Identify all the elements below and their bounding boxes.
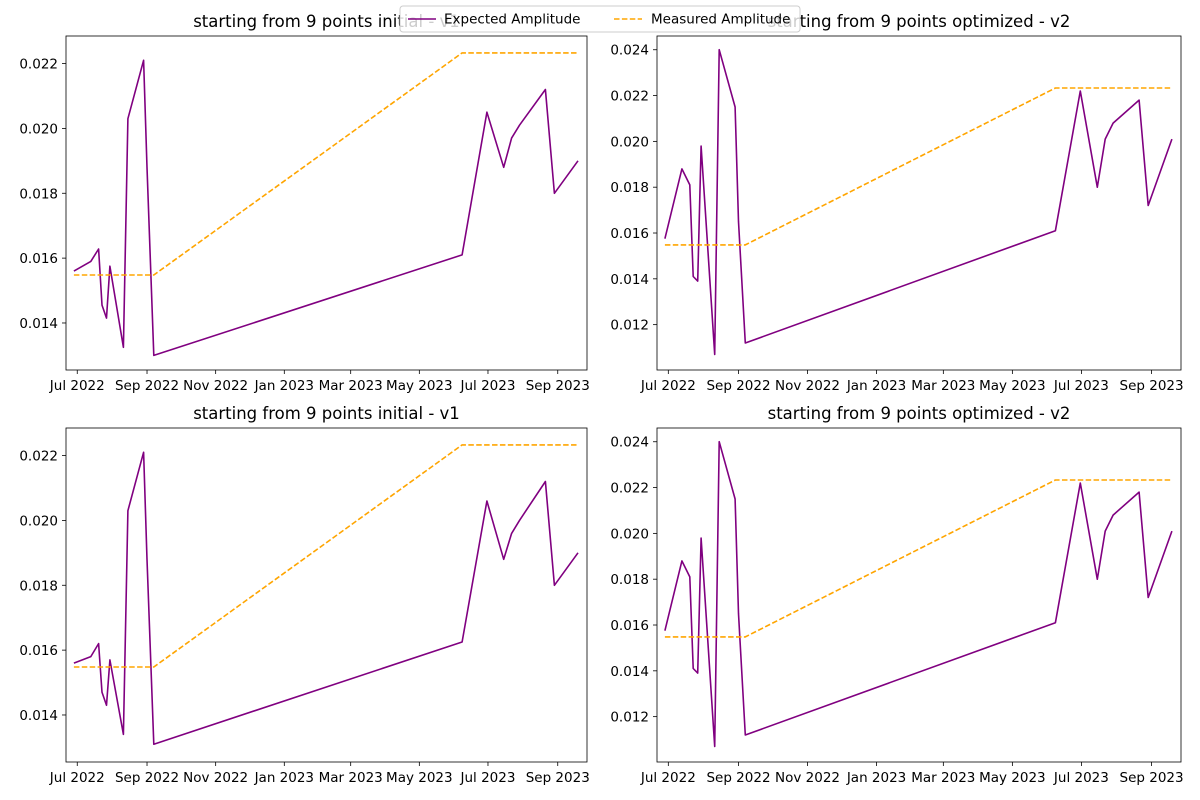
series-line-measured-amplitude <box>73 444 578 668</box>
x-tick-label: Sep 2023 <box>526 378 590 394</box>
series-line-measured-amplitude <box>73 52 578 276</box>
subplot-title: starting from 9 points optimized - v2 <box>768 404 1071 423</box>
series-line-expected-amplitude <box>664 440 1173 748</box>
x-tick-label: Jul 2023 <box>1053 770 1109 786</box>
legend-label-measured: Measured Amplitude <box>651 12 790 28</box>
subplot-title: starting from 9 points initial - v1 <box>193 404 460 423</box>
x-tick-label: Jan 2023 <box>846 770 906 786</box>
y-tick-label: 0.016 <box>19 643 58 659</box>
y-tick-label: 0.022 <box>610 89 649 105</box>
x-tick-label: Nov 2022 <box>775 770 840 786</box>
x-tick-label: Jul 2022 <box>49 770 105 786</box>
y-tick-label: 0.020 <box>610 134 649 150</box>
series-line-expected-amplitude <box>664 48 1173 356</box>
y-tick-label: 0.022 <box>610 481 649 497</box>
axes-frame <box>656 35 1182 371</box>
y-tick-label: 0.020 <box>19 513 58 529</box>
x-tick-label: Mar 2023 <box>319 378 383 394</box>
y-tick-label: 0.022 <box>19 449 58 465</box>
subplot-title: starting from 9 points initial - v1 <box>193 12 460 31</box>
x-tick-label: Mar 2023 <box>911 770 975 786</box>
x-tick-label: Sep 2022 <box>706 770 770 786</box>
y-tick-label: 0.014 <box>19 316 58 332</box>
subplot-4: starting from 9 points optimized - v2 Jul… <box>610 404 1183 786</box>
subplot-3: starting from 9 points initial - v1 Jul 2… <box>19 404 589 786</box>
legend-frame <box>399 5 801 33</box>
x-tick-label: Jul 2023 <box>1053 378 1109 394</box>
y-tick-label: 0.012 <box>610 318 649 334</box>
y-tick-label: 0.018 <box>19 186 58 202</box>
x-tick-label: Sep 2023 <box>1120 378 1184 394</box>
x-tick-label: Sep 2022 <box>115 770 179 786</box>
x-tick-label: May 2023 <box>386 378 453 394</box>
series-line-measured-amplitude <box>664 87 1172 246</box>
y-tick-label: 0.020 <box>19 121 58 137</box>
x-tick-label: Jan 2023 <box>846 378 906 394</box>
series-line-expected-amplitude <box>73 59 579 357</box>
y-tick-label: 0.018 <box>610 572 649 588</box>
x-tick-label: Sep 2022 <box>706 378 770 394</box>
y-tick-label: 0.012 <box>610 710 649 726</box>
x-tick-label: Nov 2022 <box>775 378 840 394</box>
y-tick-label: 0.014 <box>610 272 649 288</box>
x-tick-label: Jan 2023 <box>254 770 314 786</box>
y-tick-label: 0.018 <box>19 578 58 594</box>
legend: Expected Amplitude Measured Amplitude <box>399 5 801 33</box>
x-tick-label: May 2023 <box>979 378 1046 394</box>
subplot-title: starting from 9 points optimized - v2 <box>768 12 1071 31</box>
x-tick-label: May 2023 <box>386 770 453 786</box>
subplot-1: starting from 9 points initial - v1 Jul 2… <box>19 12 589 394</box>
y-tick-label: 0.016 <box>610 226 649 242</box>
y-tick-label: 0.014 <box>610 664 649 680</box>
x-tick-label: Jul 2022 <box>49 378 105 394</box>
x-tick-label: Jul 2022 <box>640 770 696 786</box>
x-tick-label: Mar 2023 <box>911 378 975 394</box>
y-tick-label: 0.024 <box>610 43 649 59</box>
x-tick-label: Jul 2023 <box>460 770 516 786</box>
x-tick-label: Sep 2023 <box>1120 770 1184 786</box>
y-tick-label: 0.024 <box>610 435 649 451</box>
y-tick-label: 0.018 <box>610 180 649 196</box>
x-tick-label: May 2023 <box>979 770 1046 786</box>
axes-frame <box>65 427 588 763</box>
y-tick-label: 0.020 <box>610 526 649 542</box>
x-tick-label: Jul 2023 <box>460 378 516 394</box>
x-tick-label: Sep 2023 <box>526 770 590 786</box>
x-tick-label: Mar 2023 <box>319 770 383 786</box>
x-tick-label: Jan 2023 <box>254 378 314 394</box>
x-tick-label: Jul 2022 <box>640 378 696 394</box>
y-tick-label: 0.016 <box>19 251 58 267</box>
x-tick-label: Sep 2022 <box>115 378 179 394</box>
series-line-measured-amplitude <box>664 479 1172 638</box>
x-tick-label: Nov 2022 <box>183 378 248 394</box>
x-tick-label: Nov 2022 <box>183 770 248 786</box>
axes-frame <box>65 35 588 371</box>
legend-label-expected: Expected Amplitude <box>444 12 580 28</box>
subplot-2: starting from 9 points optimized - v2 Jul… <box>610 12 1183 394</box>
axes-frame <box>656 427 1182 763</box>
series-line-expected-amplitude <box>73 451 579 746</box>
y-tick-label: 0.014 <box>19 708 58 724</box>
y-tick-label: 0.022 <box>19 57 58 73</box>
y-tick-label: 0.016 <box>610 618 649 634</box>
